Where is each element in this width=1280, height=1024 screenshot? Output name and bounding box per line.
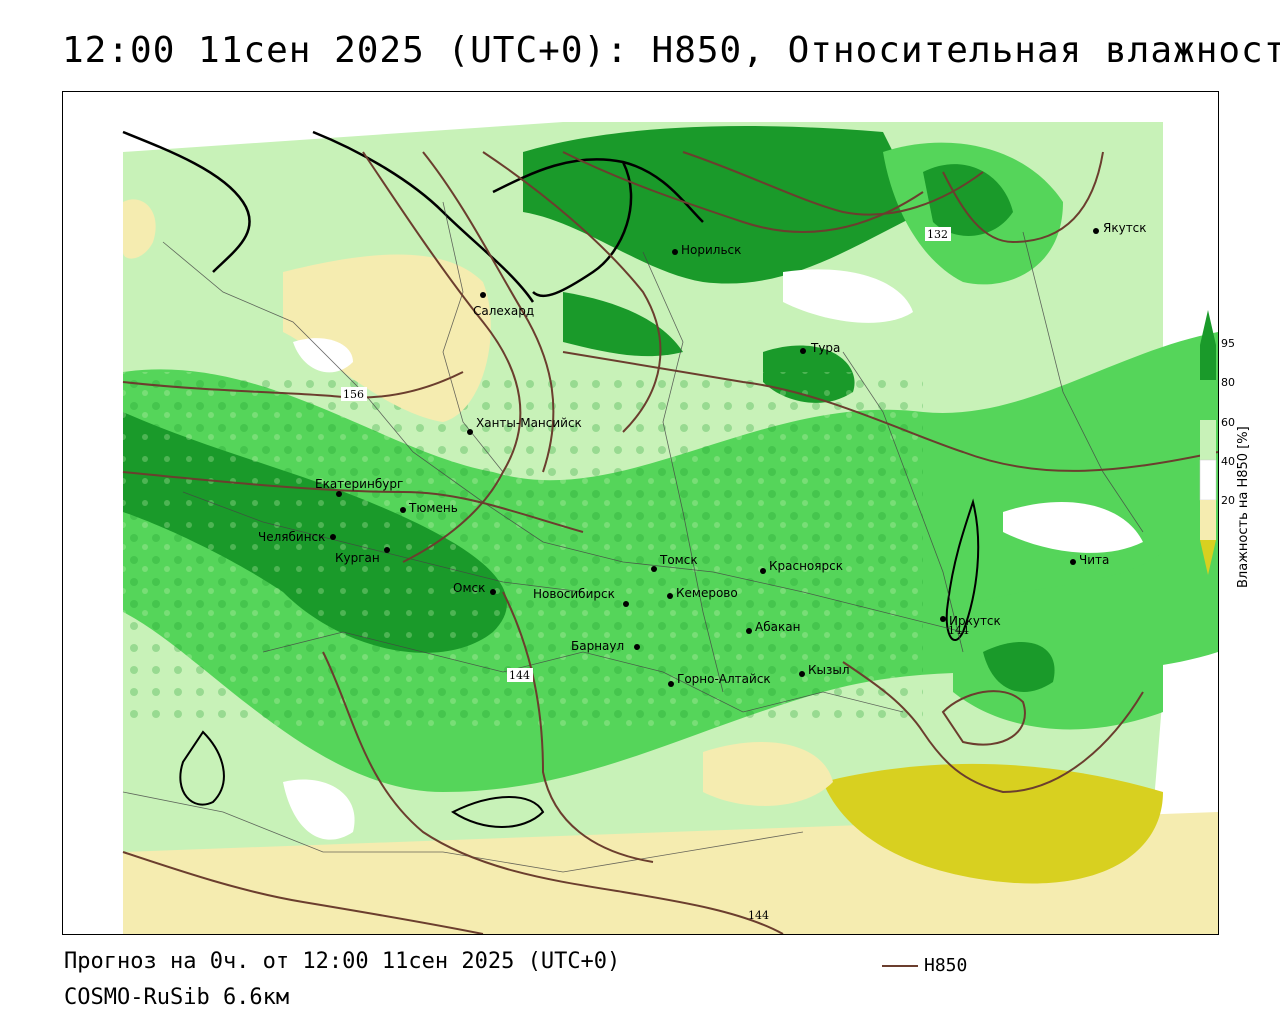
city-salekhard: Салехард — [473, 292, 534, 318]
city-barnaul: Барнаул — [571, 639, 640, 653]
very-dry-zone-south — [823, 763, 1163, 884]
coastline — [122, 130, 704, 303]
svg-text:132: 132 — [927, 228, 948, 241]
svg-text:156: 156 — [343, 388, 364, 401]
scale-tick-80: 80 — [1221, 376, 1235, 389]
dry-zone-salekhard — [283, 254, 491, 422]
city-tomsk: Томск — [651, 553, 698, 572]
city-abakan: Абакан — [746, 620, 800, 634]
legend-line-swatch — [882, 964, 918, 967]
city-yakutsk: Якутск — [1093, 221, 1147, 235]
city-kurgan: Курган — [335, 547, 390, 565]
very-wet-core-north — [523, 126, 923, 284]
svg-text:Абакан: Абакан — [755, 620, 800, 634]
scale-top-arrow — [1200, 310, 1216, 345]
svg-text:Горно-Алтайск: Горно-Алтайск — [677, 672, 771, 686]
svg-text:Иркутск: Иркутск — [949, 614, 1001, 628]
city-irkutsk: Иркутск — [940, 614, 1001, 628]
svg-text:Тура: Тура — [810, 341, 840, 355]
h850-isolines — [122, 151, 1218, 934]
svg-text:Екатеринбург: Екатеринбург — [315, 477, 403, 491]
svg-text:144: 144 — [948, 624, 969, 637]
humidity-map: 132 156 144 144 144 Якутск Норильск Сале… — [63, 92, 1218, 934]
svg-text:Якутск: Якутск — [1103, 221, 1147, 235]
svg-text:Барнаул: Барнаул — [571, 639, 624, 653]
city-novosibirsk: Новосибирск — [533, 587, 629, 607]
svg-text:Ханты-Мансийск: Ханты-Мансийск — [476, 416, 582, 430]
svg-text:Кемерово: Кемерово — [676, 586, 738, 600]
model-name: COSMO-RuSib 6.6км — [64, 985, 290, 1010]
region-borders — [122, 201, 1144, 873]
scale-tick-40: 40 — [1221, 455, 1235, 468]
city-krasnoyarsk: Красноярск — [760, 559, 843, 574]
city-chita: Чита — [1070, 553, 1109, 567]
city-chelyabinsk: Челябинск — [258, 530, 336, 544]
svg-text:Норильск: Норильск — [681, 243, 741, 257]
legend: H850 — [882, 955, 967, 976]
svg-text:Томск: Томск — [659, 553, 698, 567]
humidity-color-scale — [1199, 310, 1217, 575]
city-tura: Тура — [800, 341, 840, 355]
scale-tick-20: 20 — [1221, 494, 1235, 507]
svg-text:Тюмень: Тюмень — [408, 501, 458, 515]
city-yekaterinburg: Екатеринбург — [315, 477, 403, 497]
lakes — [179, 498, 980, 828]
scale-title: Влажность на H850 [%] — [1236, 426, 1251, 588]
city-khanty-mansiysk: Ханты-Мансийск — [467, 416, 582, 435]
cities: Якутск Норильск Салехард Тура Ханты-Манс… — [258, 221, 1147, 687]
svg-text:144: 144 — [509, 669, 530, 682]
svg-text:Чита: Чита — [1079, 553, 1109, 567]
svg-text:144: 144 — [748, 909, 769, 922]
city-gorno-altaysk: Горно-Алтайск — [668, 672, 771, 687]
svg-text:Челябинск: Челябинск — [258, 530, 325, 544]
isoline-labels: 132 156 144 144 144 — [341, 227, 969, 922]
city-norilsk: Норильск — [672, 243, 741, 257]
svg-text:Красноярск: Красноярск — [769, 559, 843, 573]
scale-tick-95: 95 — [1221, 337, 1235, 350]
scale-bottom-arrow — [1200, 540, 1216, 575]
city-omsk: Омск — [453, 581, 496, 595]
svg-text:Омск: Омск — [453, 581, 485, 595]
map-area[interactable]: 132 156 144 144 144 Якутск Норильск Сале… — [62, 91, 1219, 935]
svg-text:Курган: Курган — [335, 551, 380, 565]
forecast-info: Прогноз на 0ч. от 12:00 11сен 2025 (UTC+… — [64, 949, 621, 974]
city-tyumen: Тюмень — [400, 501, 458, 515]
map-title: 12:00 11сен 2025 (UTC+0): H850, Относите… — [62, 30, 1280, 71]
city-kyzyl: Кызыл — [799, 663, 850, 677]
scale-tick-60: 60 — [1221, 416, 1235, 429]
city-kemerovo: Кемерово — [667, 586, 738, 600]
svg-text:Кызыл: Кызыл — [808, 663, 850, 677]
svg-text:Новосибирск: Новосибирск — [533, 587, 615, 601]
svg-text:Салехард: Салехард — [473, 304, 534, 318]
legend-label: H850 — [924, 955, 968, 976]
